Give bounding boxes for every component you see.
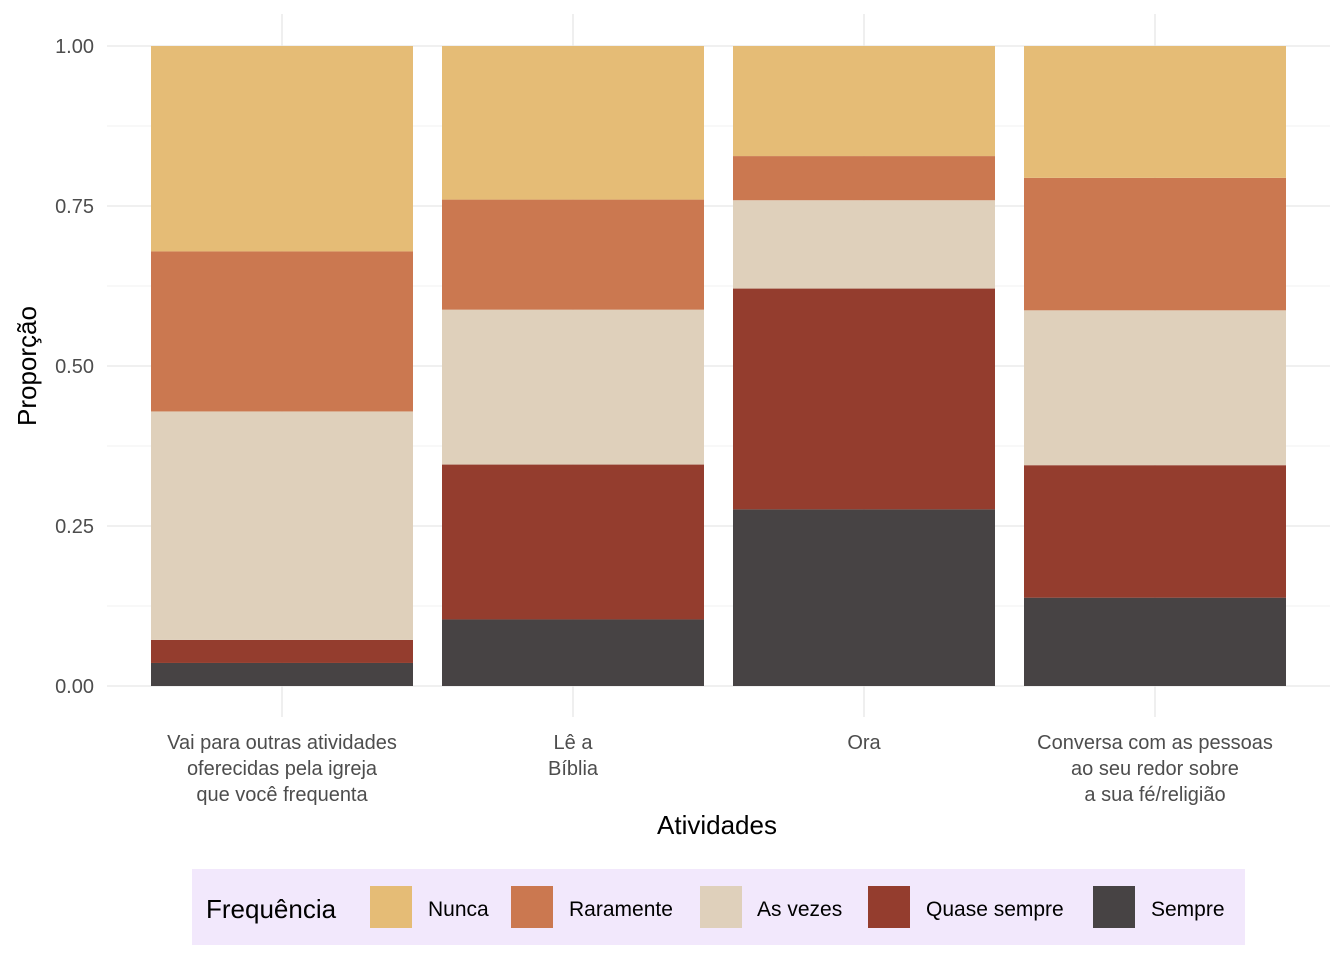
bar-segment-sempre xyxy=(151,662,413,686)
x-tick-label: Ora xyxy=(847,732,881,754)
legend-label: Nunca xyxy=(428,898,489,921)
bar-segment-nunca xyxy=(1024,46,1286,178)
bar-segment-quase-sempre xyxy=(151,639,413,663)
legend-label: As vezes xyxy=(757,898,842,921)
x-axis-title: Atividades xyxy=(657,810,777,840)
bar-segment-sempre xyxy=(1024,597,1286,686)
legend-label: Sempre xyxy=(1151,898,1225,921)
y-tick-label: 0.50 xyxy=(55,356,94,378)
bar-segment-raramente xyxy=(151,251,413,412)
bar-segment-sempre xyxy=(733,509,995,686)
x-tick-label: Vai para outras atividades oferecidas pel… xyxy=(167,732,397,806)
x-tick-label-line: que você frequenta xyxy=(196,784,368,806)
x-tick-label: Conversa com as pessoas ao seu redor sobr… xyxy=(1037,732,1273,806)
x-tick-label: Lê a Bíblia xyxy=(548,732,599,780)
x-tick-label-line: Ora xyxy=(847,732,881,754)
bar-segment-raramente xyxy=(1024,177,1286,311)
x-axis-ticks: Vai para outras atividades oferecidas pel… xyxy=(167,732,1273,806)
legend-label: Quase sempre xyxy=(926,898,1064,921)
bars xyxy=(151,46,1286,686)
legend-label: Raramente xyxy=(569,898,673,921)
bar-segment-as-vezes xyxy=(151,411,413,640)
legend-key-nunca xyxy=(370,886,412,928)
y-tick-label: 0.00 xyxy=(55,676,94,698)
x-tick-label-line: Vai para outras atividades xyxy=(167,732,397,754)
legend-key-sempre xyxy=(1093,886,1135,928)
y-tick-label: 1.00 xyxy=(55,36,94,58)
bar-segment-raramente xyxy=(733,156,995,201)
bar-segment-raramente xyxy=(442,199,704,310)
x-tick-label-line: oferecidas pela igreja xyxy=(187,758,378,780)
legend-items: Nunca Raramente As vezes Quase sempre Sempre xyxy=(370,886,1225,928)
legend-key-as-vezes xyxy=(700,886,742,928)
bar-segment-nunca xyxy=(151,46,413,252)
x-tick-label-line: a sua fé/religião xyxy=(1084,784,1225,806)
bar-segment-sempre xyxy=(442,619,704,686)
x-tick-label-line: Conversa com as pessoas xyxy=(1037,732,1273,754)
x-tick-label-line: Bíblia xyxy=(548,758,599,780)
legend: Frequência Nunca Raramente As vezes Quase s… xyxy=(192,869,1245,945)
y-tick-label: 0.75 xyxy=(55,196,94,218)
x-tick-label-line: ao seu redor sobre xyxy=(1071,758,1239,780)
bar-segment-as-vezes xyxy=(733,200,995,289)
y-axis-ticks: 0.00 0.25 0.50 0.75 1.00 xyxy=(55,36,94,698)
bar-segment-nunca xyxy=(442,46,704,200)
legend-key-raramente xyxy=(511,886,553,928)
bar-segment-nunca xyxy=(733,46,995,157)
bar-segment-as-vezes xyxy=(442,309,704,465)
legend-title: Frequência xyxy=(206,894,337,924)
y-axis-title: Proporção xyxy=(12,306,42,426)
bar-segment-quase-sempre xyxy=(733,288,995,510)
x-tick-label-line: Lê a xyxy=(554,732,594,754)
y-tick-label: 0.25 xyxy=(55,516,94,538)
bar-segment-as-vezes xyxy=(1024,310,1286,466)
bar-segment-quase-sempre xyxy=(442,464,704,620)
legend-key-quase-sempre xyxy=(868,886,910,928)
bar-segment-quase-sempre xyxy=(1024,465,1286,598)
